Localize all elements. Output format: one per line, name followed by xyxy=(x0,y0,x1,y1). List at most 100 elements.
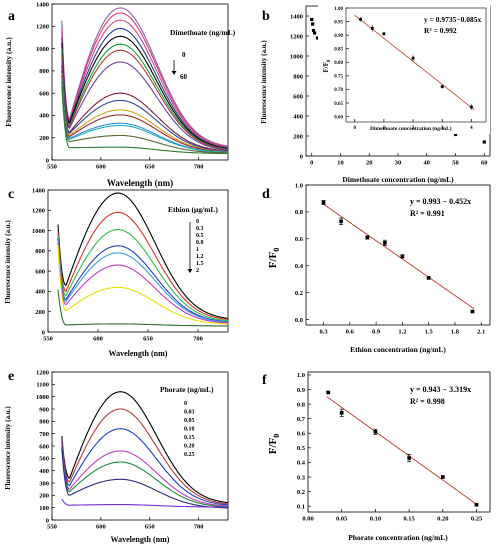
panel-c-y-ticks: 0 200 400 600 800 1000 1200 1400 xyxy=(32,187,51,336)
b-y-tick-label: 400 xyxy=(293,113,303,120)
c-spectrum-line-7 xyxy=(57,289,228,327)
a-y-tick-label: 200 xyxy=(39,135,49,142)
bi-y-tick-label: 0.75 xyxy=(334,75,343,80)
panel-e-x-axis-label: Wavelength (nm) xyxy=(111,535,170,544)
e-y-tick-label: 800 xyxy=(39,419,49,426)
f-x-tick-label: 0.20 xyxy=(437,516,448,523)
f-data-point-2 xyxy=(373,429,378,434)
panel-b-inset-y-ticks: 0.60 0.65 0.70 0.75 0.80 0.85 0.90 0.95 1.00 xyxy=(334,7,349,120)
f-y-tick-label: 0.3 xyxy=(297,474,306,481)
panel-a-legend-arrow-head xyxy=(171,71,177,75)
panel-d-y-ticks: 0.0 0.2 0.4 0.6 0.8 1.0 xyxy=(295,182,309,324)
panel-b-r-squared: R² = 0.992 xyxy=(424,26,457,35)
panel-c-legend-labels: 00.30.50.811.21.52 xyxy=(196,219,204,274)
e-x-tick-label: 700 xyxy=(194,524,204,531)
f-x-tick-label: 0.00 xyxy=(302,516,313,523)
d-y-tick-label: 1.0 xyxy=(295,182,303,189)
a-spectrum-line-6 xyxy=(61,49,229,150)
c-legend-label-0: 0 xyxy=(196,219,199,225)
a-spectrum-line-10 xyxy=(61,73,229,153)
panel-c-x-axis-label: Wavelength (nm) xyxy=(109,349,168,358)
panel-d-label: d xyxy=(262,187,270,202)
c-y-tick-label: 0 xyxy=(42,329,45,336)
bi-x-tick-label: 2 xyxy=(412,126,415,131)
panel-d-plot-frame xyxy=(305,184,491,326)
d-x-tick-label: 0.9 xyxy=(372,329,381,336)
bi-data-point-3 xyxy=(411,56,415,60)
d-x-tick-label: 1.2 xyxy=(398,329,406,336)
f-y-tick-label: 0.7 xyxy=(297,416,306,423)
a-y-tick-label: 800 xyxy=(39,68,49,75)
d-y-tick-label: 0.8 xyxy=(295,209,304,216)
d-data-point-1 xyxy=(339,219,343,224)
e-y-tick-label: 1000 xyxy=(36,394,49,401)
e-spectrum-line-2 xyxy=(61,428,229,506)
b-y-tick-label: 0 xyxy=(300,153,303,160)
a-spectrum-line-14 xyxy=(61,81,228,154)
a-y-tick-label: 600 xyxy=(39,90,49,97)
panel-a-x-axis-label: Wavelength (nm) xyxy=(107,178,173,188)
d-data-point-2 xyxy=(365,235,370,240)
panel-e-x-ticks: 550 600 650 700 xyxy=(47,517,204,531)
c-y-tick-label: 1400 xyxy=(32,187,45,194)
c-x-tick-label: 550 xyxy=(43,336,53,343)
d-fit-line xyxy=(321,202,475,310)
e-legend-label-0: 0 xyxy=(184,401,187,407)
bi-y-tick-label: 0.80 xyxy=(334,61,343,66)
c-spectrum-line-5 xyxy=(57,242,229,324)
panel-e-y-ticks: 0 100 200 300 400 500 600 700 800 900 1000 1100 1200 xyxy=(36,369,55,524)
c-spectrum-line-0 xyxy=(57,192,229,319)
panel-c-curves xyxy=(57,192,229,327)
e-y-tick-label: 1100 xyxy=(36,382,49,389)
b-data-point-0 xyxy=(310,17,314,22)
panel-e-legend-title: Phorate (ng/mL) xyxy=(160,385,214,394)
f-data-point-0 xyxy=(326,390,331,395)
c-legend-label-4: 1 xyxy=(196,247,199,253)
panel-f-y-axis-label: F/F0 xyxy=(267,434,281,455)
panel-f-x-ticks: 0.00 0.05 0.10 0.15 0.20 0.25 xyxy=(302,509,483,523)
a-spectrum-line-11 xyxy=(61,75,228,153)
d-y-tick-label: 0.4 xyxy=(295,263,304,270)
panel-c-legend-arrow-head xyxy=(187,269,193,273)
e-y-tick-label: 0 xyxy=(46,517,49,524)
bi-y-tick-label: 0.60 xyxy=(334,115,343,120)
panel-f-y-ticks: 0.1 0.2 0.3 0.4 0.5 0.6 0.7 0.8 0.9 1.0 xyxy=(297,372,311,510)
a-spectrum-line-5 xyxy=(61,43,229,150)
c-y-tick-label: 1200 xyxy=(32,208,45,215)
panel-a-y-ticks: 0 200 400 600 800 1000 1200 1400 xyxy=(36,1,55,164)
f-x-tick-label: 0.05 xyxy=(336,516,348,523)
panel-e: e 550 600 650 700 0 100 200 300 400 500 600 700 800… xyxy=(4,369,229,544)
b-x-tick-label: 20 xyxy=(366,160,373,167)
bi-data-point-5 xyxy=(470,105,473,109)
e-y-tick-label: 200 xyxy=(39,493,49,500)
panel-b-inset-points xyxy=(359,17,473,110)
c-legend-label-1: 0.3 xyxy=(196,226,204,232)
b-data-point-4 xyxy=(315,36,320,40)
bi-data-point-2 xyxy=(382,32,386,36)
f-data-point-3 xyxy=(407,456,411,460)
panel-c-legend-title: Ethion (μg/mL) xyxy=(168,205,218,214)
c-y-tick-label: 600 xyxy=(35,268,45,275)
d-x-tick-label: 0.6 xyxy=(346,329,355,336)
c-legend-label-2: 0.5 xyxy=(196,233,204,239)
a-spectrum-line-3 xyxy=(61,27,229,149)
panel-e-label: e xyxy=(8,369,14,384)
panel-b: b 0 10 20 30 40 50 60 020040060080010001200140… xyxy=(260,4,491,184)
c-x-tick-label: 600 xyxy=(93,336,103,343)
e-legend-label-6: 0.25 xyxy=(184,452,195,458)
bi-data-point-4 xyxy=(440,85,444,89)
bi-data-point-0 xyxy=(359,18,362,21)
e-legend-label-3: 0.10 xyxy=(184,427,195,433)
e-x-tick-label: 600 xyxy=(96,524,106,531)
panel-f: f 0.00 0.05 0.10 0.15 0.20 0.25 0.10.20.30.40… xyxy=(262,371,491,542)
b-y-tick-label: 1000 xyxy=(290,53,303,60)
a-spectrum-line-13 xyxy=(61,79,228,153)
bi-x-tick-label: 0 xyxy=(354,126,357,131)
b-y-tick-label: 600 xyxy=(293,93,303,100)
panel-b-label: b xyxy=(262,9,270,24)
panel-a-curves xyxy=(61,7,229,155)
b-data-point-13 xyxy=(453,132,458,137)
e-y-tick-label: 500 xyxy=(39,456,49,463)
c-y-tick-label: 400 xyxy=(35,289,45,296)
